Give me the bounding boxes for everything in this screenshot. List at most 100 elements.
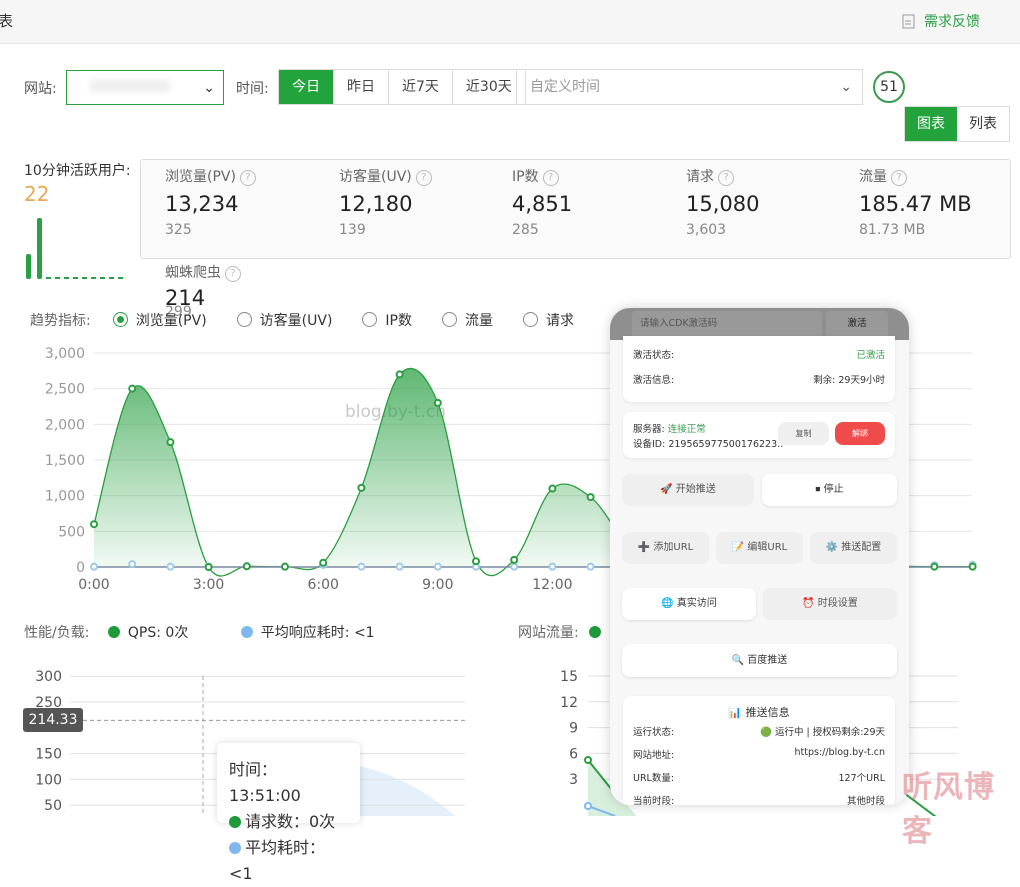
series2-point <box>90 562 98 571</box>
help-icon[interactable]: ? <box>239 170 256 186</box>
view-toggle: 图表 列表 <box>904 106 1010 142</box>
stat-sub: 325 <box>165 222 192 238</box>
site-select[interactable]: ⌄ <box>66 70 224 105</box>
help-icon[interactable]: ? <box>225 266 241 282</box>
add-url-button[interactable]: ➕ 添加URL <box>622 532 709 564</box>
pv-point <box>930 562 939 571</box>
active-users-label: 10分钟活跃用户: <box>24 163 131 179</box>
x-tick-label: 6:00 <box>307 577 338 593</box>
pv-point <box>472 557 480 566</box>
trend-option-uv[interactable]: 访客量(UV) <box>236 310 332 330</box>
stat-spiders: 蜘蛛爬虫? 214 299 <box>165 262 241 320</box>
perf-legend: 性能/负载: QPS: 0次 平均响应耗时: <1 <box>24 622 375 642</box>
pv-point <box>281 562 289 571</box>
server-value: 连接正常 <box>667 424 706 435</box>
tab-30days[interactable]: 近30天 <box>465 79 512 95</box>
tab-7days[interactable]: 近7天 <box>389 70 453 104</box>
option-label: IP数 <box>385 313 412 329</box>
series2-point <box>166 562 175 571</box>
y-tick-label: 9 <box>569 721 578 737</box>
pv-point <box>128 384 137 393</box>
tooltip-avg: 平均耗时：<1 <box>229 838 326 883</box>
stat-traffic: 流量? 185.47 MB 81.73 MB <box>859 166 972 238</box>
time-setting-button[interactable]: ⏰ 时段设置 <box>763 588 897 620</box>
real-visit-button[interactable]: 🌐 真实访问 <box>622 588 756 620</box>
help-icon[interactable]: ? <box>542 170 559 186</box>
y-tick-label: 2,500 <box>45 382 85 398</box>
tab-today[interactable]: 今日 <box>279 70 334 104</box>
start-push-button[interactable]: 🚀 开始推送 <box>622 474 754 506</box>
stat-sub: 3,603 <box>686 222 727 238</box>
pv-point <box>204 563 213 571</box>
help-icon[interactable]: ? <box>718 170 734 186</box>
x-tick-label: 12:00 <box>532 577 572 593</box>
legend-text: QPS: 0次 <box>127 625 189 641</box>
watermark-logo: 听风博客 <box>902 770 995 849</box>
chart-tooltip: 时间：13:51:00 请求数：0次 平均耗时：<1 <box>217 743 360 883</box>
edit-url-button[interactable]: 📝 编辑URL <box>716 532 803 564</box>
stat-value: 214 <box>165 286 206 310</box>
edit-doc-icon <box>902 14 915 29</box>
legend-qps[interactable]: QPS: 0次 <box>107 625 189 641</box>
series2-point <box>395 562 404 571</box>
feedback-link[interactable]: 需求反馈 <box>902 11 980 31</box>
info-value: 🟢 运行中 | 授权码剩余:29天 <box>760 727 885 738</box>
series2-point <box>433 562 442 571</box>
trend-option-pv[interactable]: 浏览量(PV) <box>112 310 207 330</box>
y-tick-label: 1,000 <box>45 489 85 505</box>
y-tick-label: 500 <box>58 524 85 540</box>
custom-time-select[interactable]: 自定义时间 ⌄ <box>516 69 863 105</box>
tab-yesterday[interactable]: 昨日 <box>334 70 389 104</box>
legend-avg[interactable]: 平均响应耗时: <1 <box>240 625 375 641</box>
info-key: 网站地址: <box>633 750 675 761</box>
stop-button[interactable]: ⏹ 停止 <box>762 474 897 506</box>
traffic-line-2 <box>587 805 616 816</box>
cdk-input[interactable]: 请输入CDK激活码 <box>632 311 822 337</box>
avg-area <box>330 760 456 816</box>
help-icon[interactable]: ? <box>415 170 432 186</box>
view-chart-button[interactable]: 图表 <box>905 107 957 141</box>
stat-value: 4,851 <box>512 192 573 216</box>
baidu-push-button[interactable]: 🔍 百度推送 <box>622 644 897 677</box>
info-key: 当前时段: <box>633 796 675 805</box>
pv-point <box>433 398 442 407</box>
pv-point <box>90 520 98 529</box>
stat-value: 12,180 <box>339 192 413 216</box>
series2-point <box>357 562 366 571</box>
tooltip-requests: 请求数：0次 <box>245 812 336 831</box>
tooltip-time: 时间：13:51:00 <box>229 760 301 805</box>
push-config-button[interactable]: ⚙️ 推送配置 <box>810 532 897 564</box>
help-icon[interactable]: ? <box>891 170 907 186</box>
info-value: 127个URL <box>838 773 885 784</box>
radio-icon <box>112 312 128 327</box>
unbind-button[interactable]: 解绑 <box>835 422 885 445</box>
stat-requests: 请求? 15,080 3,603 <box>686 166 759 238</box>
time-label: 时间: <box>236 81 269 97</box>
info-label: 激活信息: <box>633 375 675 386</box>
active-users-sparkline <box>26 218 126 279</box>
legend-dot <box>240 626 253 638</box>
custom-time-placeholder: 自定义时间 <box>530 79 600 95</box>
y-tick-label: 3 <box>569 772 578 788</box>
performance-chart: 50 100 150 250 300 <box>35 669 465 816</box>
series2-point <box>128 560 137 569</box>
tooltip-dot <box>229 842 241 854</box>
stat-name: IP数 <box>512 169 539 185</box>
traffic-line <box>899 789 937 816</box>
trend-option-requests[interactable]: 请求 <box>523 310 574 330</box>
refresh-countdown[interactable]: 51 <box>873 71 905 103</box>
info-value: 剩余: 29天9小时 <box>813 375 885 386</box>
activate-button[interactable]: 激活 <box>826 311 888 337</box>
range-tabs: 今日 昨日 近7天 近30天 <box>278 69 526 105</box>
series2-point <box>548 562 557 571</box>
stat-value: 13,234 <box>165 192 239 216</box>
push-info-title: 📊 推送信息 <box>728 706 790 719</box>
trend-option-traffic[interactable]: 流量 <box>442 310 493 330</box>
pv-point <box>319 558 328 567</box>
pv-point <box>166 438 175 447</box>
view-list-button[interactable]: 列表 <box>969 116 997 132</box>
stat-name: 请求 <box>686 169 714 185</box>
trend-option-ip[interactable]: IP数 <box>362 310 412 330</box>
copy-button[interactable]: 复制 <box>778 422 829 445</box>
status-value: 已激活 <box>856 350 885 361</box>
